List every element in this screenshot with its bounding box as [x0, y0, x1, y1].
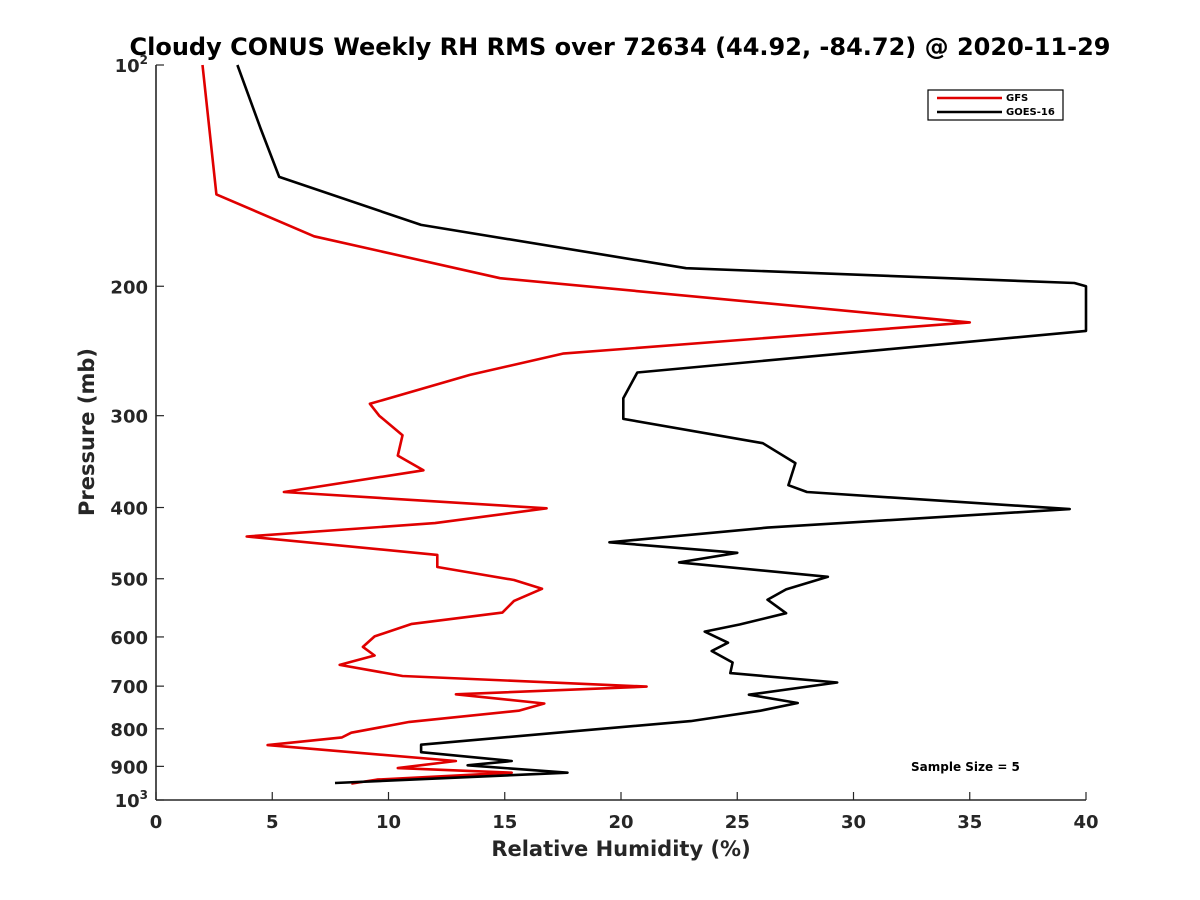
legend-box: [927, 89, 1064, 121]
y-tick-label: 400: [110, 499, 148, 520]
x-tick-label: 20: [608, 812, 633, 833]
x-tick-label: 10: [376, 812, 401, 833]
y-tick-label: 102: [115, 53, 148, 77]
y-tick-label: 600: [110, 628, 148, 649]
legend: GFS GOES-16: [927, 89, 1064, 121]
y-tick-label: 800: [110, 720, 148, 741]
y-tick-label: 200: [110, 277, 148, 298]
series-line-gfs: [201, 64, 972, 785]
chart-title: Cloudy CONUS Weekly RH RMS over 72634 (4…: [130, 33, 1111, 61]
x-tick-label: 30: [841, 812, 866, 833]
y-tick-label: 700: [110, 677, 148, 698]
y-tick-label: 500: [110, 570, 148, 591]
x-tick-label: 40: [1073, 812, 1098, 833]
x-axis-label: Relative Humidity (%): [491, 837, 750, 861]
series-line-goes-16: [236, 64, 1088, 785]
series-layer: [201, 64, 1088, 785]
y-tick-label: 103: [115, 788, 148, 812]
y-axis-label: Pressure (mb): [75, 348, 99, 516]
x-tick-label: 15: [492, 812, 517, 833]
legend-label-goes16: GOES-16: [1006, 107, 1055, 118]
plot-axes: 0 5 10 15 20 25 30 35 40 102 200 300 400 500 600 700 800…: [110, 53, 1098, 833]
y-tick-label: 900: [110, 757, 148, 778]
x-tick-label: 0: [150, 812, 163, 833]
x-tick-label: 35: [957, 812, 982, 833]
y-tick-label: 300: [110, 407, 148, 428]
x-tick-label: 5: [266, 812, 279, 833]
sample-size-annotation: Sample Size = 5: [911, 760, 1020, 774]
legend-label-gfs: GFS: [1006, 93, 1028, 104]
x-tick-label: 25: [725, 812, 750, 833]
